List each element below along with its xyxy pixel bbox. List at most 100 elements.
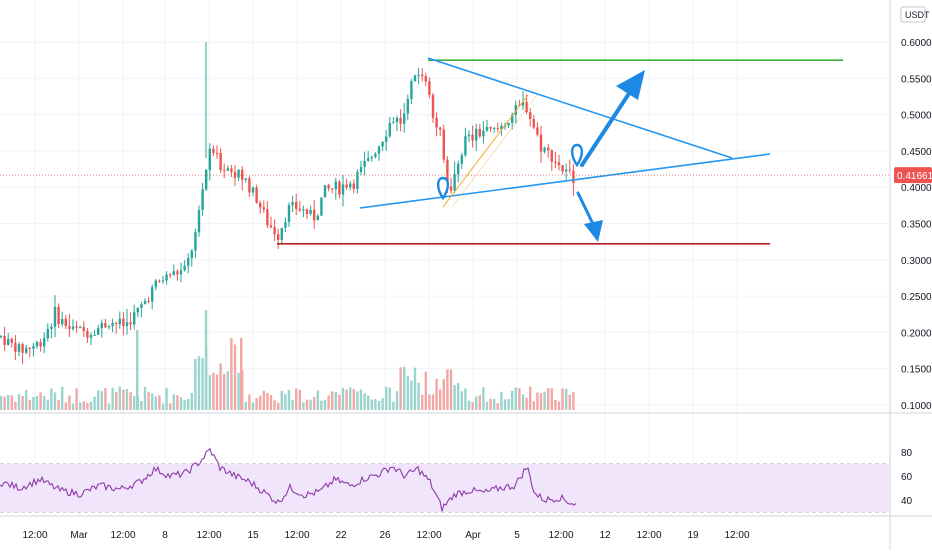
candle-body bbox=[539, 134, 543, 152]
volume-bar bbox=[100, 391, 103, 410]
candle-body bbox=[154, 280, 157, 288]
candle-body bbox=[118, 318, 121, 325]
candle-body bbox=[352, 183, 355, 189]
volume-bar bbox=[305, 399, 309, 410]
volume-bar bbox=[529, 386, 532, 410]
volume-bar bbox=[449, 369, 453, 410]
currency-label: USDT bbox=[905, 10, 930, 20]
volume-bar bbox=[244, 401, 247, 410]
candle-body bbox=[122, 318, 125, 327]
volume-bar bbox=[557, 401, 561, 410]
volume-bar bbox=[0, 396, 3, 410]
candle-body bbox=[226, 168, 229, 171]
candle-body bbox=[439, 127, 442, 130]
candle-body bbox=[223, 170, 226, 172]
candle-body bbox=[176, 271, 179, 275]
candle-body bbox=[287, 205, 291, 222]
candle-body bbox=[543, 147, 546, 152]
volume-bar bbox=[197, 356, 201, 410]
candle-body bbox=[331, 188, 334, 190]
volume-bar bbox=[266, 392, 269, 410]
breakdown-arrowhead bbox=[584, 220, 603, 242]
volume-bar bbox=[547, 388, 550, 410]
volume-bar bbox=[50, 388, 53, 410]
candle-body bbox=[259, 202, 262, 208]
candle-body bbox=[17, 344, 21, 352]
currency-box bbox=[900, 6, 926, 23]
candle-body bbox=[446, 159, 449, 187]
candle-body bbox=[93, 334, 96, 336]
volume-bar bbox=[464, 388, 467, 410]
volume-bar bbox=[194, 358, 197, 410]
volume-bar bbox=[388, 387, 391, 410]
volume-bar bbox=[240, 338, 243, 410]
candle-body bbox=[435, 117, 438, 128]
candle-body bbox=[273, 227, 276, 235]
candle-body bbox=[32, 346, 35, 349]
volume-bar bbox=[532, 401, 535, 410]
candle-body bbox=[50, 326, 53, 329]
ascending-trendline bbox=[359, 153, 771, 209]
volume-bar bbox=[410, 380, 413, 410]
candle-body bbox=[547, 147, 550, 151]
candle-body bbox=[291, 201, 294, 206]
volume-bar bbox=[97, 390, 100, 410]
candle-body bbox=[367, 158, 370, 161]
time-tick-label: Mar bbox=[70, 530, 88, 541]
candle-body bbox=[550, 150, 553, 162]
volume-bar bbox=[471, 402, 474, 410]
candle-body bbox=[79, 327, 82, 329]
volume-bar bbox=[208, 375, 211, 410]
volume-bar bbox=[143, 386, 147, 410]
volume-bar bbox=[237, 372, 240, 410]
volume-bar bbox=[327, 395, 330, 410]
candle-body bbox=[316, 215, 319, 221]
volume-bar bbox=[86, 402, 89, 410]
time-tick-label: 12:00 bbox=[110, 530, 135, 541]
candle-body bbox=[161, 280, 165, 282]
candle-body bbox=[57, 306, 60, 325]
volume-bar bbox=[111, 387, 114, 410]
volume-bar bbox=[129, 392, 132, 410]
time-tick-label: 12:00 bbox=[548, 530, 573, 541]
candle-body bbox=[406, 99, 409, 114]
candle-body bbox=[377, 146, 381, 154]
candlesticks bbox=[0, 42, 575, 365]
breakout-arrow-shaft bbox=[580, 90, 632, 167]
candle-body bbox=[237, 169, 240, 178]
volume-bar bbox=[93, 396, 96, 410]
volume-bar bbox=[507, 399, 510, 410]
drawing-tools[interactable] bbox=[0, 57, 890, 245]
time-tick-label: 12:00 bbox=[636, 530, 661, 541]
candle-body bbox=[179, 270, 183, 275]
volume-bar bbox=[284, 394, 287, 410]
volume-bar bbox=[565, 388, 568, 410]
candle-body bbox=[165, 274, 168, 281]
candle-body bbox=[359, 166, 363, 172]
candle-body bbox=[277, 234, 280, 240]
time-tick-label: 12:00 bbox=[22, 530, 47, 541]
volume-bar bbox=[399, 367, 402, 410]
volume-bar bbox=[316, 390, 319, 410]
candle-body bbox=[381, 141, 384, 147]
candle-body bbox=[89, 335, 93, 338]
volume-bar bbox=[568, 394, 571, 410]
volume-bar bbox=[431, 394, 435, 410]
volume-bar bbox=[223, 373, 226, 410]
volume-bar bbox=[187, 399, 190, 410]
candle-body bbox=[421, 74, 424, 77]
candle-body bbox=[507, 122, 510, 126]
candle-body bbox=[460, 155, 463, 164]
candle-body bbox=[363, 160, 366, 167]
volume-bar bbox=[572, 392, 575, 410]
volume-bar bbox=[370, 399, 373, 410]
rsi-tick-label: 60 bbox=[901, 472, 913, 483]
candle-body bbox=[525, 101, 528, 113]
volume-bar bbox=[291, 399, 294, 410]
volume-bar bbox=[500, 391, 503, 410]
